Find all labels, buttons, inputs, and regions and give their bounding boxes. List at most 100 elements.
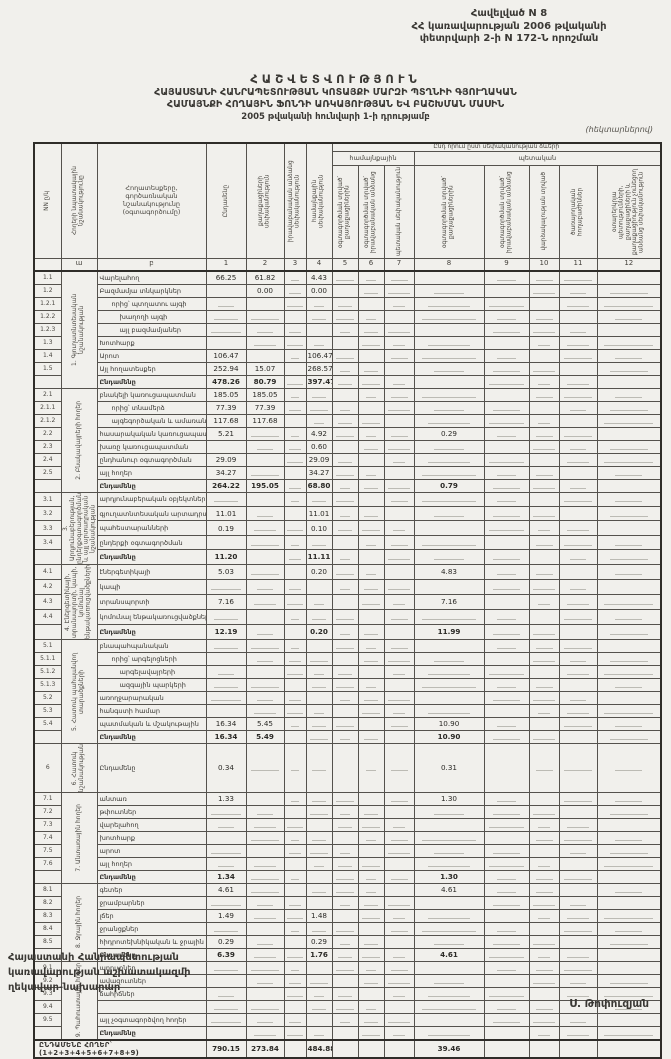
value-cell-col8 <box>413 452 485 467</box>
ruled-line <box>214 641 238 649</box>
value-cell-col4 <box>305 651 333 666</box>
value-cell-col4 <box>305 413 333 428</box>
value-cell-col8 <box>413 703 485 718</box>
value-cell-col7 <box>383 869 415 884</box>
ruled-line <box>287 455 303 463</box>
ruled-line <box>337 667 353 675</box>
value-cell-col10 <box>528 296 560 311</box>
ruled-line <box>361 950 381 958</box>
row-label-cell: Վարելահող <box>96 270 207 285</box>
value-cell-col1 <box>205 895 247 910</box>
value-cell-col6 <box>357 1012 385 1027</box>
value-cell-col7 <box>383 374 415 389</box>
index-cell-13: 11 <box>558 257 598 272</box>
ruled-line <box>390 351 408 359</box>
ruled-line <box>365 763 377 771</box>
ruled-line <box>609 509 648 517</box>
value-cell-col4: 0.29 <box>305 934 333 949</box>
value-cell-col5 <box>331 478 359 493</box>
value-cell-col7 <box>383 703 415 718</box>
ruled-line <box>493 807 520 815</box>
value-cell-col1 <box>205 856 247 871</box>
ruled-line <box>563 763 593 771</box>
ruled-line <box>604 667 654 675</box>
value-cell-col11 <box>558 664 598 679</box>
value-cell-col9 <box>483 651 530 666</box>
index-cell-4: 2 <box>245 257 285 272</box>
row-label-cell: խաղողի այգի <box>96 309 207 324</box>
value-cell-col4 <box>305 335 333 350</box>
value-cell-col6 <box>357 578 385 595</box>
ruled-line <box>211 325 241 333</box>
ruled-line <box>289 846 301 854</box>
value-cell-col11 <box>558 270 598 285</box>
group-ownership: Ընդ որում ըստ սեփականության ձևերի <box>331 142 662 152</box>
value-cell-col1 <box>205 578 247 595</box>
ruled-line <box>290 390 300 398</box>
value-cell-col5 <box>331 578 359 595</box>
value-cell-col4 <box>305 1012 333 1027</box>
value-cell-col3 <box>283 882 307 897</box>
ruled-line <box>609 403 648 411</box>
value-cell-col6 <box>357 549 385 565</box>
ruled-line <box>365 273 377 281</box>
ruled-line <box>337 299 353 307</box>
value-cell-col1 <box>205 999 247 1014</box>
table-row: 1.4 Արոտ 106.47 106.47 <box>33 348 662 363</box>
ruled-line <box>537 820 551 828</box>
value-cell-col5 <box>331 729 359 744</box>
value-cell-col1: 16.34 <box>205 729 247 744</box>
value-cell-col4 <box>305 664 333 679</box>
ruled-line <box>313 1028 325 1036</box>
ruled-line <box>390 429 408 437</box>
value-cell-col2: 185.05 <box>245 387 285 402</box>
row-number-cell: 2.1.1 <box>33 400 62 415</box>
value-cell-col1: 66.25 <box>205 270 247 285</box>
ruled-line <box>535 567 553 575</box>
value-cell-col9 <box>483 465 530 480</box>
ruled-line <box>489 299 524 307</box>
value-cell-col10 <box>528 651 560 666</box>
table-row: 1.2.2 խաղողի այգի <box>33 309 662 324</box>
value-cell-col9 <box>483 895 530 910</box>
ruled-line <box>287 667 303 675</box>
ruled-line <box>361 706 381 714</box>
value-cell-col7 <box>383 439 415 454</box>
value-cell-col9 <box>483 505 530 522</box>
ruled-line <box>257 898 273 906</box>
row-number-cell: 3.4 <box>33 534 62 551</box>
value-cell-col8 <box>413 986 485 1001</box>
ruled-line <box>533 509 555 517</box>
title-date-line: 2005 թվականի հունվարի 1-ի դրությամբ <box>241 112 430 122</box>
row-label-cell: Բազմամյա տնկարկներ <box>96 283 207 298</box>
ruled-line <box>489 377 524 385</box>
index-cell-8: 6 <box>357 257 385 272</box>
row-label-cell: ջրամբարներ <box>96 895 207 910</box>
value-cell-col7 <box>383 638 415 653</box>
value-cell-col7 <box>383 716 415 731</box>
ruled-line <box>250 468 280 476</box>
value-cell-col2 <box>245 465 285 480</box>
value-cell-col2 <box>245 520 285 536</box>
value-cell-col8 <box>413 534 485 551</box>
ruled-line <box>287 911 303 919</box>
table-row: 8.3 լճեր 1.49 1.48 <box>33 908 662 923</box>
value-cell-col11 <box>558 804 598 819</box>
value-cell-col11 <box>558 578 598 595</box>
value-cell-col5 <box>331 623 359 640</box>
value-cell-col11 <box>558 651 598 666</box>
value-cell-col9 <box>483 804 530 819</box>
ruled-line <box>604 1028 654 1036</box>
ruled-line <box>615 719 643 727</box>
ruled-line <box>421 833 477 841</box>
row-label-cell: վարելահող <box>96 817 207 832</box>
table-header: NN ը/կ Հողերի նպատակային նշանակությունը Հո… <box>33 142 662 272</box>
rotated-header-text: օտարերկրյա պետությունների, քաղաքացիների … <box>612 168 645 255</box>
ruled-line <box>365 833 377 841</box>
ruled-line <box>493 937 520 945</box>
ruled-line <box>309 976 329 984</box>
value-cell-col10 <box>528 322 560 337</box>
value-cell-col6 <box>357 348 385 363</box>
value-cell-col12 <box>596 882 662 897</box>
value-cell-col2 <box>245 335 285 350</box>
